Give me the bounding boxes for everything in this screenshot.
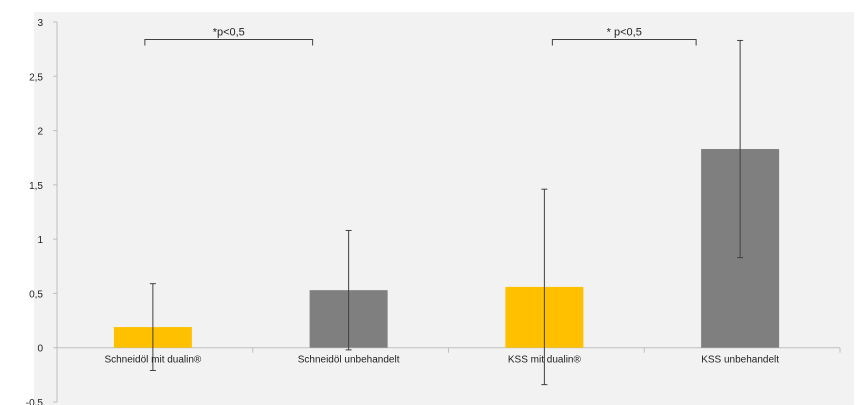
y-tick-label: 1,5 <box>29 181 43 192</box>
significance-label: * p<0,5 <box>607 26 642 38</box>
y-tick-label: 2 <box>37 127 43 138</box>
y-tick-label: -0,5 <box>26 398 44 405</box>
significance-bracket <box>144 38 314 46</box>
significance-bracket <box>551 38 697 46</box>
y-tick-label: 3 <box>37 18 43 29</box>
x-category-label: Schneidöl mit dualin® <box>104 355 201 366</box>
y-tick-label: 2,5 <box>29 72 43 83</box>
x-category-label: Schneidöl unbehandelt <box>298 355 400 366</box>
x-category-label: KSS mit dualin® <box>508 355 582 366</box>
y-tick-label: 0,5 <box>29 289 43 300</box>
y-tick-label: 1 <box>37 235 43 246</box>
significance-label: *p<0,5 <box>213 26 245 38</box>
y-tick-label: 0 <box>37 344 43 355</box>
x-category-label: KSS unbehandelt <box>701 355 779 366</box>
